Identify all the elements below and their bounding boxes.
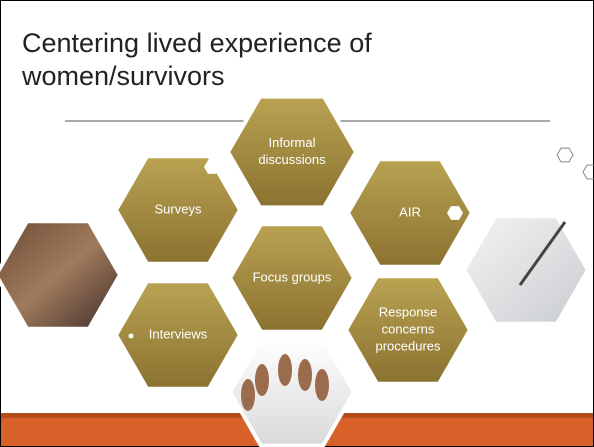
hexagon-label: concerns [382,321,435,336]
hexagon-label: Focus groups [253,269,332,284]
hexagon-label: Interviews [149,326,208,341]
raised-hand [278,354,292,386]
slide: Centering lived experience of women/surv… [0,0,594,447]
raised-hand [298,359,312,391]
hexagon-label: procedures [375,338,441,353]
raised-hand [241,379,255,411]
raised-hand [255,364,269,396]
hexagon-label: Surveys [155,201,202,216]
raised-hand [315,369,329,401]
hexagon-label: discussions [258,152,326,167]
title-line: women/survivors [21,61,225,91]
title-line: Centering lived experience of [22,28,372,58]
hexagon-label: AIR [399,204,421,219]
bullet [129,334,134,339]
hexagon-label: Response [379,304,438,319]
hexagon-label: Informal [269,135,316,150]
